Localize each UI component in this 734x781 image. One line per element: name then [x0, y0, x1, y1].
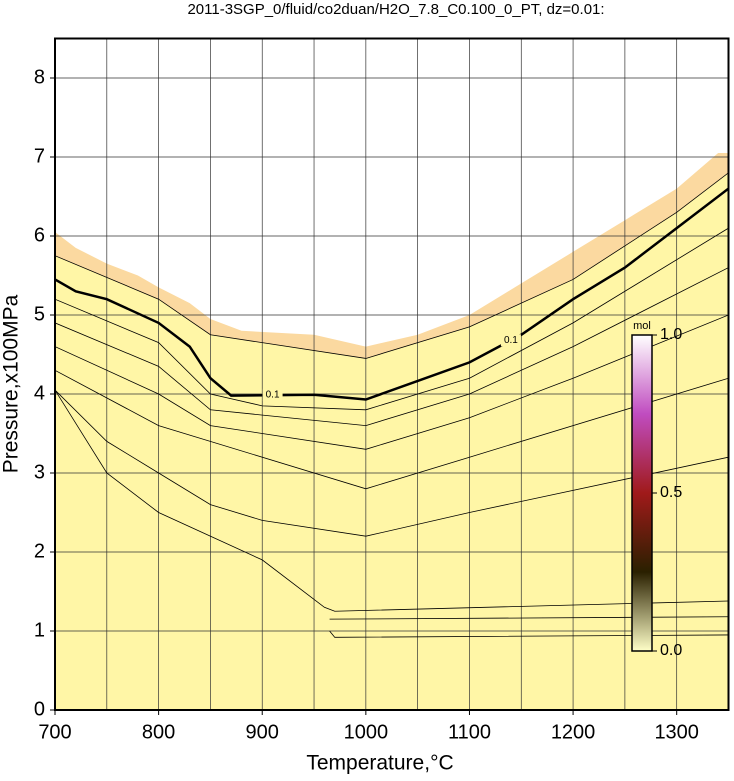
contour-line	[55, 172, 729, 359]
contour-line	[55, 227, 729, 411]
contour-label-bg	[500, 334, 521, 347]
x-tick-label: 1000	[344, 721, 389, 743]
colorbar-tick-label: 0.0	[660, 642, 682, 659]
y-tick-label: 5	[34, 303, 45, 325]
x-tick-label: 700	[38, 721, 71, 743]
x-tick-label: 1200	[551, 721, 596, 743]
x-axis-label: Temperature,°C	[306, 752, 453, 775]
y-tick-label: 7	[34, 145, 45, 167]
contour-line	[55, 389, 729, 537]
contour-line	[55, 267, 729, 427]
y-tick-label: 1	[34, 619, 45, 641]
contour-label: 0.1	[504, 335, 518, 346]
x-tick-label: 1300	[654, 721, 699, 743]
x-tick-label: 1100	[448, 721, 491, 743]
y-tick-label: 4	[34, 382, 45, 404]
colorbar	[631, 334, 653, 652]
colorbar-label: mol	[633, 320, 651, 332]
y-tick-label: 0	[34, 698, 45, 720]
x-tick-label: 900	[246, 721, 279, 743]
colorbar-tick-label: 0.5	[660, 484, 682, 501]
contour-line-bold	[55, 187, 729, 401]
y-tick-label: 3	[34, 461, 45, 483]
contour-label-bg	[262, 388, 283, 401]
colorbar-tick-label: 1.0	[660, 326, 682, 343]
plot-frame	[54, 37, 730, 711]
x-tick-label: 800	[142, 721, 175, 743]
contour-label: 0.1	[266, 389, 280, 400]
y-tick-label: 2	[34, 540, 45, 562]
contour-line	[55, 369, 729, 490]
contour-line	[329, 616, 729, 620]
y-tick-label: 6	[34, 224, 45, 246]
contour-line	[55, 314, 729, 450]
contour-line	[329, 630, 729, 638]
chart-title: 2011-3SGP_0/fluid/co2duan/H2O_7.8_C0.100…	[187, 1, 604, 18]
y-axis-label: Pressure,x100MPa	[0, 294, 23, 473]
plot-area: 0.1 0.1	[55, 38, 729, 710]
y-tick-label: 8	[34, 66, 45, 88]
contour-line	[55, 389, 729, 612]
